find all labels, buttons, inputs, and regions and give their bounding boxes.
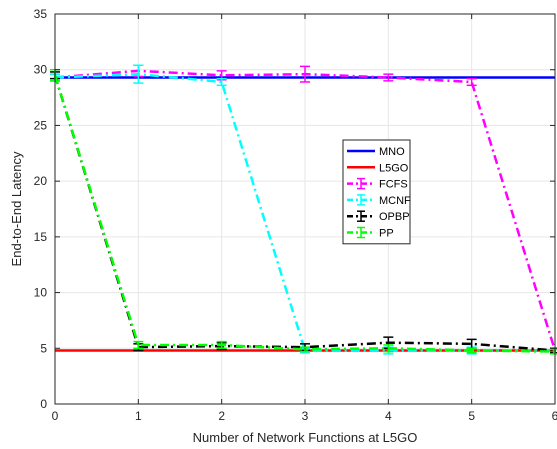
y-tick-label: 25 xyxy=(34,118,48,132)
x-tick-label: 3 xyxy=(302,409,309,423)
x-axis-label: Number of Network Functions at L5GO xyxy=(193,430,418,445)
tick-layer: 0 1 2 3 4 5 6 0 5 10 15 20 25 30 35 xyxy=(34,7,557,423)
y-tick-label: 30 xyxy=(34,63,48,77)
x-tick-label: 5 xyxy=(468,409,475,423)
y-tick-label: 5 xyxy=(40,341,47,355)
x-tick-label: 1 xyxy=(135,409,142,423)
x-tick-label: 4 xyxy=(385,409,392,423)
y-tick-label: 10 xyxy=(34,286,48,300)
x-tick-label: 6 xyxy=(552,409,557,423)
legend-label-opbp: OPBP xyxy=(379,211,410,223)
y-tick-label: 0 xyxy=(40,397,47,411)
legend: MNO L5GO FCFS MCNF OPBP PP xyxy=(342,139,411,245)
x-tick-label: 0 xyxy=(52,409,59,423)
legend-label-mcnf: MCNF xyxy=(379,195,411,207)
y-tick-label: 35 xyxy=(34,7,48,21)
y-axis-label: End-to-End Latency xyxy=(9,151,24,266)
legend-label-pp: PP xyxy=(379,228,394,240)
legend-label-fcfs: FCFS xyxy=(379,179,408,191)
series-layer xyxy=(50,64,557,355)
x-tick-label: 2 xyxy=(218,409,225,423)
y-tick-label: 20 xyxy=(34,174,48,188)
legend-label-l5go: L5GO xyxy=(379,162,409,174)
y-tick-label: 15 xyxy=(34,230,48,244)
legend-label-mno: MNO xyxy=(379,146,405,158)
legend-box xyxy=(342,139,411,245)
